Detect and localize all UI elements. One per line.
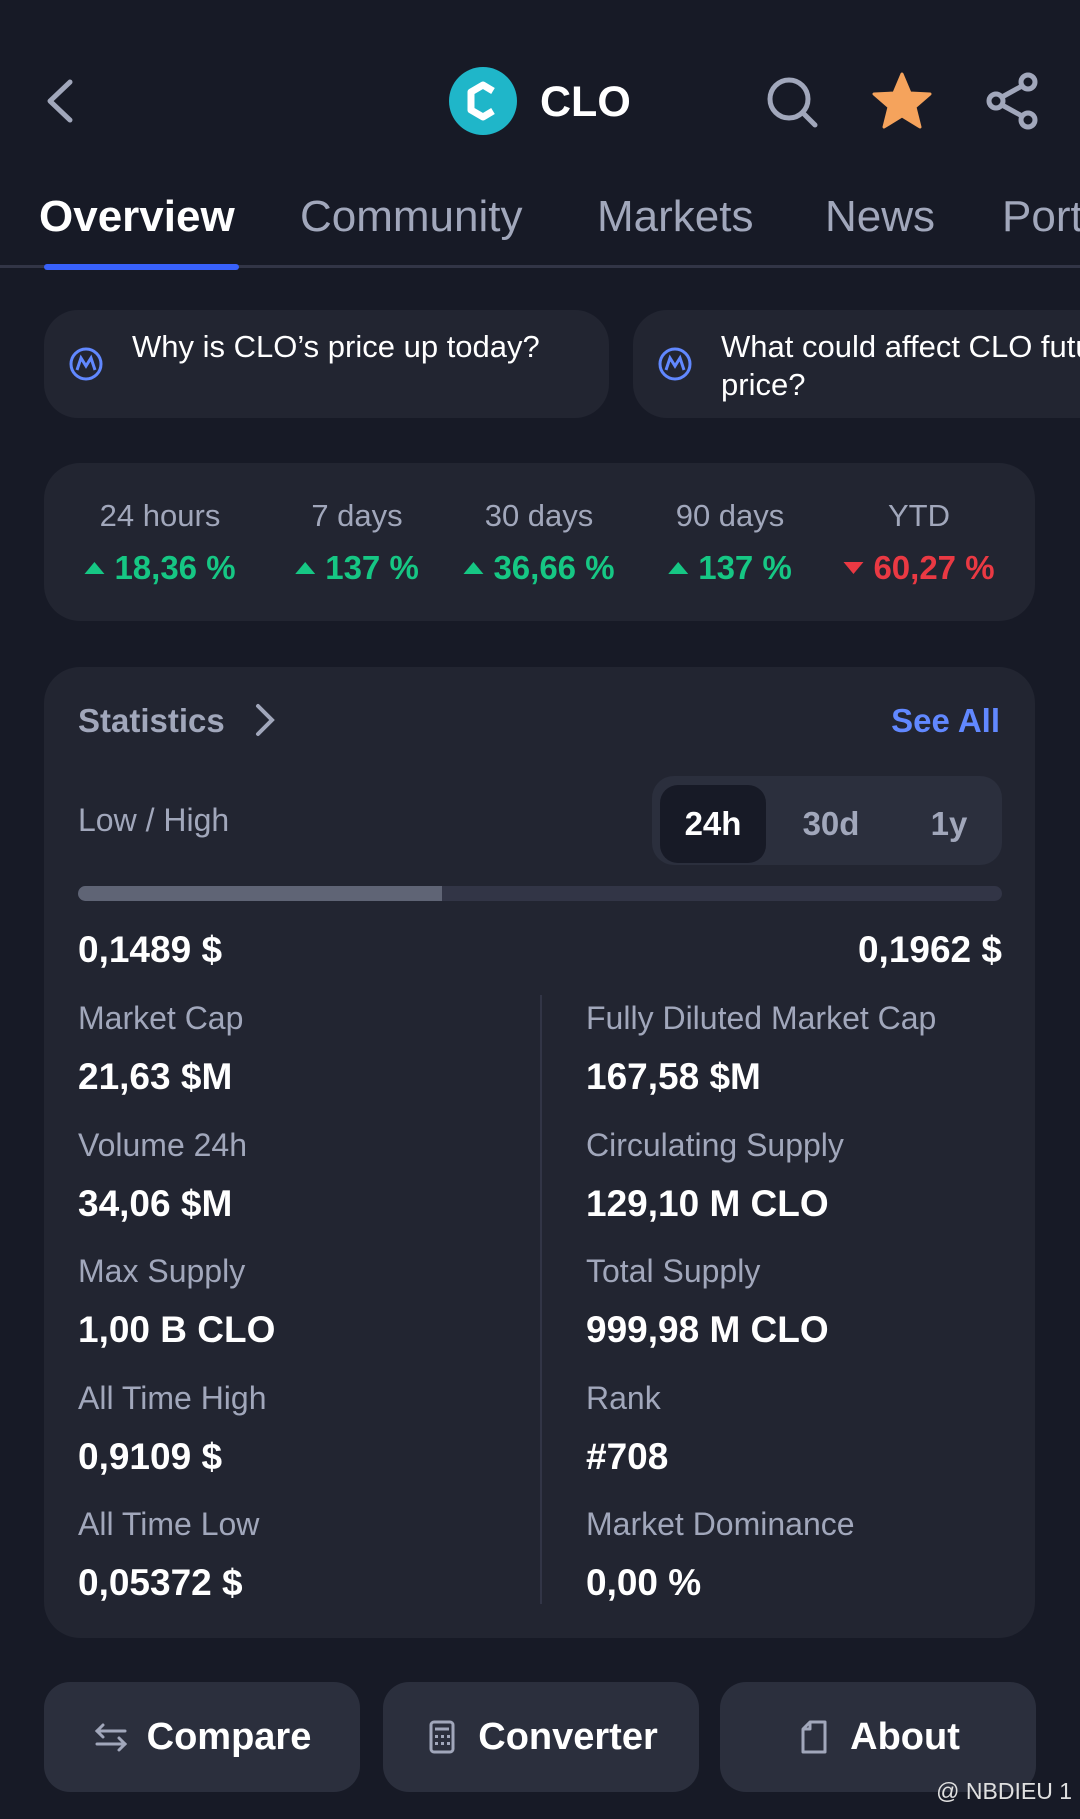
change-value: 137 % — [698, 549, 792, 586]
period-change: 137 % — [295, 549, 419, 587]
stat-value: 0,00 % — [586, 1562, 702, 1603]
favorite-button[interactable] — [872, 72, 932, 130]
range-fill — [78, 886, 442, 901]
tab[interactable]: Port — [1002, 192, 1080, 241]
stat-value: 34,06 $M — [78, 1182, 233, 1224]
period-change: 137 % — [668, 549, 792, 587]
search-button[interactable] — [764, 74, 820, 130]
stat-label: Circulating Supply — [586, 1126, 844, 1163]
ai-icon — [69, 347, 103, 381]
change-value: 137 % — [325, 549, 419, 586]
action-button[interactable]: About — [720, 1682, 1036, 1792]
stat-value: 999,98 M CLO — [586, 1309, 829, 1350]
coin-logo — [449, 67, 517, 135]
question-card[interactable]: What could affect CLO future price? — [633, 310, 1080, 418]
back-button[interactable] — [40, 76, 84, 126]
period-label: 90 days — [675, 498, 785, 533]
high-price: 0,1962 $ — [857, 929, 1002, 970]
period-change: 36,66 % — [463, 549, 615, 587]
statistics-title[interactable]: Statistics — [78, 702, 225, 739]
stat-label: Market Cap — [78, 1000, 244, 1036]
see-all-link[interactable]: See All — [891, 702, 1000, 739]
tab-indicator — [44, 264, 239, 270]
button-icon — [94, 1723, 127, 1752]
up-arrow — [668, 562, 689, 574]
up-arrow — [295, 562, 316, 574]
button-label: About — [850, 1715, 960, 1758]
low-price: 0,1489 $ — [78, 929, 223, 970]
action-button[interactable]: Converter — [383, 1682, 699, 1792]
button-icon — [429, 1720, 455, 1754]
button-label: Converter — [478, 1715, 658, 1758]
change-value: 36,66 % — [493, 549, 615, 586]
stat-value: 21,63 $M — [78, 1056, 233, 1097]
coin-title: CLO — [540, 78, 631, 126]
stat-label: All Time High — [78, 1379, 267, 1416]
period-label: 24 hours — [99, 498, 221, 533]
period-label: 7 days — [311, 498, 403, 533]
range-option[interactable]: 1y — [930, 805, 968, 842]
stat-value: 0,9109 $ — [78, 1435, 223, 1477]
down-arrow — [843, 562, 864, 574]
up-arrow — [84, 562, 105, 574]
period-change: 18,36 % — [84, 549, 236, 587]
watermark: @ NBDIEU 1 — [936, 1778, 1072, 1804]
ai-icon — [658, 347, 692, 381]
change-value: 18,36 % — [114, 549, 236, 586]
tab[interactable]: Markets — [597, 192, 754, 241]
stat-value: #708 — [586, 1435, 669, 1477]
stat-value: 167,58 $M — [586, 1056, 761, 1097]
range-option[interactable]: 24h — [660, 785, 766, 863]
button-label: Compare — [146, 1715, 312, 1758]
range-label: Low / High — [78, 802, 230, 838]
stat-value: 129,10 M CLO — [586, 1182, 829, 1224]
share-button[interactable] — [984, 72, 1042, 130]
question-card[interactable]: Why is CLO’s price up today? — [44, 310, 609, 418]
tab[interactable]: Community — [300, 192, 523, 241]
chevron — [256, 704, 275, 736]
tab[interactable]: Overview — [39, 192, 235, 241]
tab[interactable]: News — [825, 192, 936, 241]
stat-label: Volume 24h — [78, 1126, 248, 1163]
stat-value: 0,05372 $ — [78, 1562, 243, 1603]
up-arrow — [463, 562, 484, 574]
change-value: 60,27 % — [873, 549, 995, 586]
stat-label: Total Supply — [586, 1253, 761, 1289]
stat-label: All Time Low — [78, 1506, 260, 1542]
stat-label: Rank — [586, 1379, 661, 1416]
button-icon — [801, 1720, 827, 1754]
action-button[interactable]: Compare — [44, 1682, 360, 1792]
question-text: What could affect CLO future price? — [721, 329, 1080, 402]
column-divider — [540, 995, 542, 1604]
performance-card — [44, 463, 1035, 621]
period-label: YTD — [888, 498, 950, 533]
stat-label: Max Supply — [78, 1253, 246, 1289]
tab-divider — [0, 265, 1080, 268]
range-option[interactable]: 30d — [802, 805, 860, 842]
question-text: Why is CLO’s price up today? — [132, 329, 540, 364]
period-change: 60,27 % — [843, 549, 995, 587]
stat-label: Market Dominance — [586, 1506, 855, 1542]
stat-label: Fully Diluted Market Cap — [586, 1000, 937, 1036]
period-label: 30 days — [484, 498, 594, 533]
stat-value: 1,00 B CLO — [78, 1309, 276, 1350]
